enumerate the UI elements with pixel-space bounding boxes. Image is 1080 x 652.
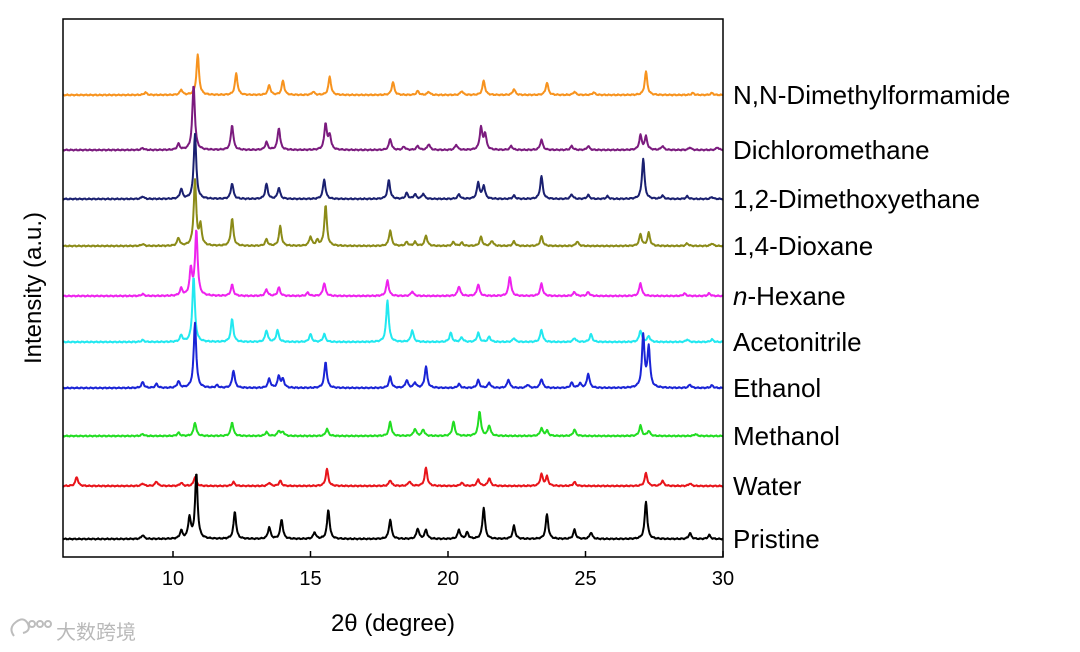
series-line-methanol xyxy=(62,410,724,438)
series-label: Water xyxy=(733,471,802,501)
x-tick-label: 20 xyxy=(437,568,459,590)
series-line-water xyxy=(62,466,724,488)
series-label-italic-part: n xyxy=(733,281,747,311)
series-line-pristine xyxy=(62,473,724,541)
y-axis-title: Intensity (a.u.) xyxy=(20,212,47,364)
series-label: Methanol xyxy=(733,421,840,451)
x-axis-ticks: 10 15 20 25 30 xyxy=(162,551,734,590)
series-label: 1,2-Dimethoxyethane xyxy=(733,184,980,214)
series-line-acetonitrile xyxy=(62,277,724,344)
series-line-n-n-dimethylformamide xyxy=(62,53,724,97)
logo-swirl-icon xyxy=(10,618,52,637)
series-label-rest: -Hexane xyxy=(747,281,845,311)
series-line-1-2-dimethoxyethane xyxy=(62,132,724,201)
traces xyxy=(62,53,724,541)
watermark: 大数跨境 xyxy=(10,618,136,644)
x-axis-title: 2θ (degree) xyxy=(331,610,455,637)
series-labels: N,N-Dimethylformamide Dichloromethane 1,2-… xyxy=(733,80,1010,554)
series-label: Dichloromethane xyxy=(733,135,930,165)
x-tick-label: 30 xyxy=(712,568,734,590)
x-tick-label: 10 xyxy=(162,568,184,590)
series-label: n-Hexane xyxy=(733,281,846,311)
x-tick-label: 25 xyxy=(574,568,596,590)
series-line-dichloromethane xyxy=(62,85,724,152)
series-line-1-4-dioxane xyxy=(62,178,724,248)
series-line-n-hexane xyxy=(62,229,724,298)
series-label: Acetonitrile xyxy=(733,327,862,357)
x-tick-label: 15 xyxy=(299,568,321,590)
series-line-ethanol xyxy=(62,321,724,390)
series-label: 1,4-Dioxane xyxy=(733,231,873,261)
series-label: Ethanol xyxy=(733,373,821,403)
series-label: N,N-Dimethylformamide xyxy=(733,80,1010,110)
series-label: Pristine xyxy=(733,524,820,554)
watermark-text: 大数跨境 xyxy=(56,620,136,644)
plot-frame xyxy=(62,18,724,558)
